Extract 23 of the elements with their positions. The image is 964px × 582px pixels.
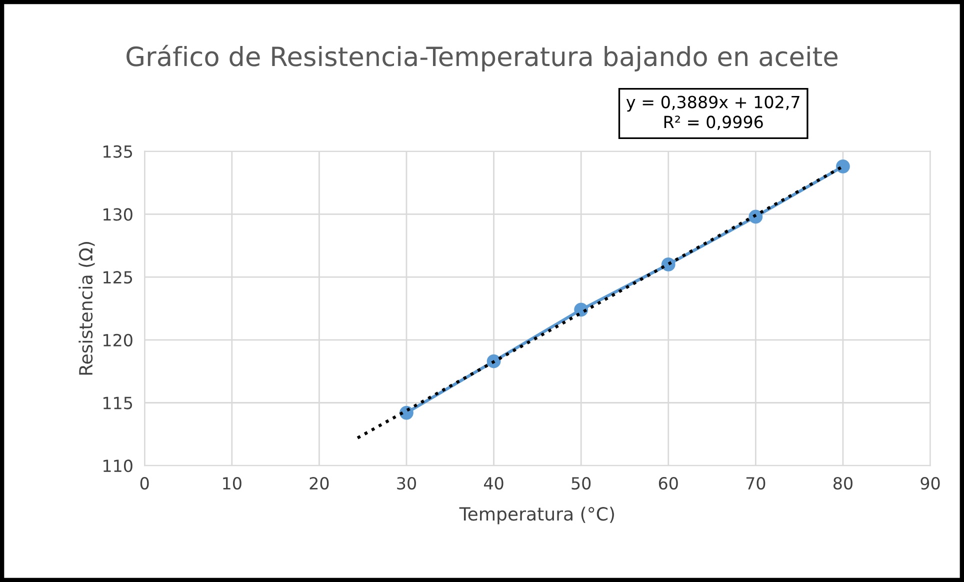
point (486, 354, 501, 368)
x-tick-label: 40 (484, 477, 504, 490)
x-tick-label: 30 (397, 477, 416, 490)
x-tick-label: 50 (572, 477, 591, 490)
point (836, 159, 850, 174)
x-tick-label: 70 (746, 477, 766, 490)
y-tick-label: 135 (104, 145, 132, 158)
y-tick-label: 110 (104, 460, 132, 472)
x-tick-label: 20 (310, 477, 329, 490)
y-tick-label: 130 (104, 208, 132, 221)
y-axis-title: Resistencia (Ω) (78, 242, 95, 375)
x-tick-label: 80 (833, 477, 852, 490)
x-tick-label: 0 (140, 477, 149, 490)
y-tick-label: 115 (104, 396, 132, 410)
y-tick-label: 125 (104, 270, 132, 284)
chart-title: Gráfico de Resistencia-Temperatura bajando en aceite (126, 44, 838, 72)
x-tick-label: 90 (920, 477, 940, 490)
x-tick-label: 60 (658, 477, 678, 490)
y-tick-label: 120 (104, 334, 132, 346)
x-axis-title: Temperatura (°C) (459, 506, 614, 524)
point (748, 210, 763, 224)
x-tick-label: 10 (223, 477, 242, 490)
text: y = 0,3889x + 102,7 R² = 0,9996 (626, 96, 800, 130)
